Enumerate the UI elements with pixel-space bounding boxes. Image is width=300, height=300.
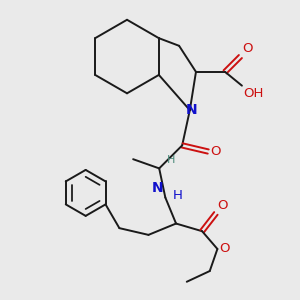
Text: H: H: [167, 155, 175, 165]
Text: O: O: [218, 199, 228, 212]
Text: O: O: [210, 145, 220, 158]
Text: OH: OH: [244, 87, 264, 100]
Text: O: O: [219, 242, 230, 256]
Text: N: N: [152, 181, 164, 195]
Text: H: H: [173, 190, 183, 202]
Text: O: O: [242, 42, 252, 55]
Text: N: N: [186, 103, 197, 117]
